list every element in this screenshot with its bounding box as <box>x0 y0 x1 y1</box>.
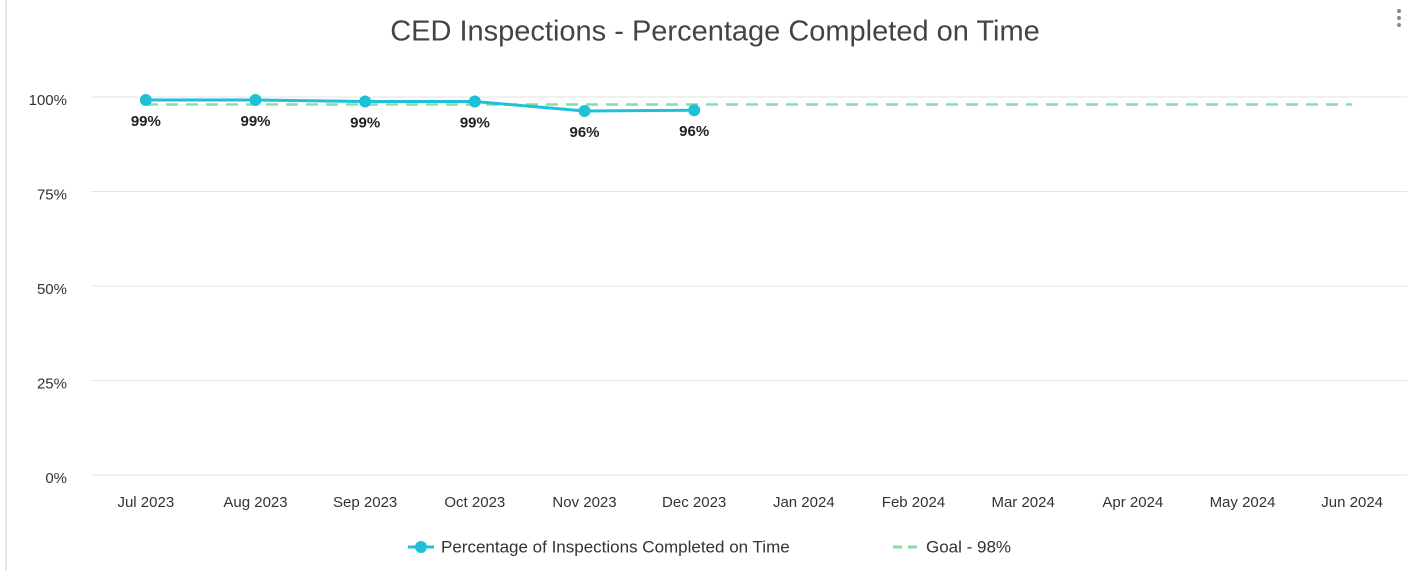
legend-item[interactable]: Goal - 98% <box>893 537 1011 556</box>
x-tick-label: Mar 2024 <box>991 494 1054 511</box>
x-tick-label: Aug 2023 <box>223 494 287 511</box>
x-tick-label: Jun 2024 <box>1321 494 1383 511</box>
x-tick-label: Sep 2023 <box>333 494 397 511</box>
x-tick-label: Feb 2024 <box>882 494 945 511</box>
legend-label: Percentage of Inspections Completed on T… <box>441 537 790 556</box>
y-tick-label: 25% <box>37 375 67 392</box>
legend-label: Goal - 98% <box>926 537 1011 556</box>
x-tick-label: May 2024 <box>1210 494 1276 511</box>
data-point <box>359 95 372 108</box>
data-label: 99% <box>131 113 161 130</box>
menu-icon[interactable] <box>1397 9 1401 27</box>
chart-title: CED Inspections - Percentage Completed o… <box>390 16 1040 48</box>
legend-marker <box>415 541 427 553</box>
x-tick-label: Apr 2024 <box>1102 494 1163 511</box>
data-point <box>578 104 591 117</box>
data-label: 96% <box>569 124 599 141</box>
y-tick-label: 100% <box>29 92 67 109</box>
data-label: 99% <box>460 115 490 132</box>
data-point <box>688 104 701 117</box>
x-tick-label: Oct 2023 <box>444 494 505 511</box>
x-tick-label: Dec 2023 <box>662 494 726 511</box>
x-tick-label: Jul 2023 <box>117 494 174 511</box>
series-line <box>145 98 695 113</box>
data-point <box>468 95 481 108</box>
data-point <box>139 94 152 107</box>
y-tick-label: 75% <box>37 186 67 203</box>
data-point <box>249 94 262 107</box>
y-tick-label: 50% <box>37 281 67 298</box>
x-tick-label: Jan 2024 <box>773 494 835 511</box>
data-label: 99% <box>350 115 380 132</box>
legend-item[interactable]: Percentage of Inspections Completed on T… <box>408 537 790 556</box>
data-label: 96% <box>679 123 709 140</box>
y-tick-label: 0% <box>45 470 67 487</box>
x-tick-label: Nov 2023 <box>552 494 616 511</box>
data-label: 99% <box>240 113 270 130</box>
